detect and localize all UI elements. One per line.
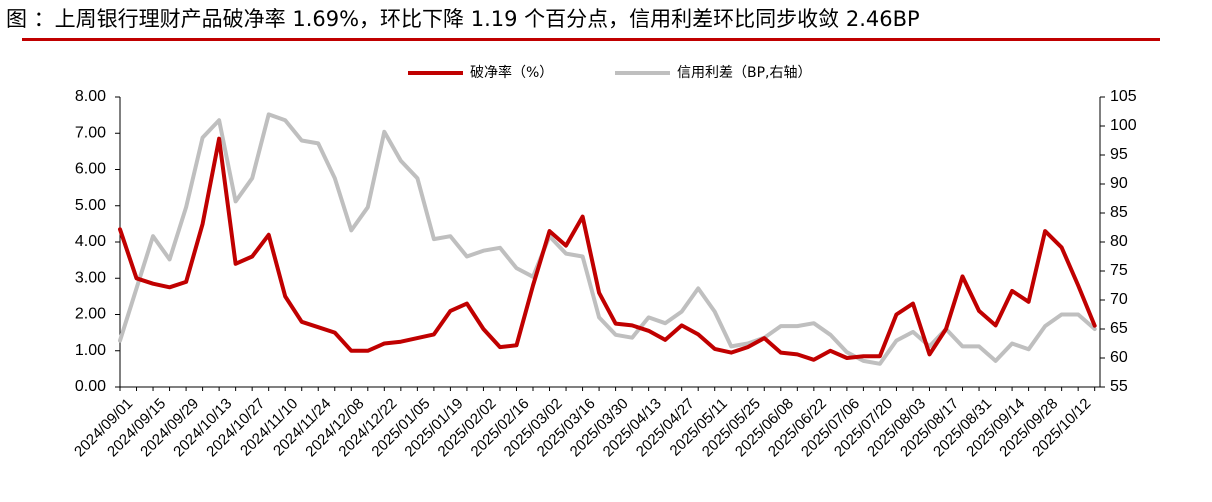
- line-series: [118, 112, 1097, 366]
- y2-tick-label: 60: [1110, 349, 1128, 366]
- y2-tick-label: 105: [1110, 88, 1137, 105]
- chart-title: 图 ：上周银行理财产品破净率 1.69%，环比下降 1.19 个百分点，信用利差…: [6, 7, 920, 31]
- y2-tick-label: 70: [1110, 291, 1128, 308]
- y2-tick-label: 85: [1110, 204, 1128, 221]
- line-series: [118, 136, 1097, 362]
- y2-tick-label: 100: [1110, 117, 1137, 134]
- title-rule: [22, 38, 1160, 41]
- y-tick-label: 6.00: [75, 161, 106, 178]
- legend-label: 信用利差（BP,右轴）: [677, 65, 812, 81]
- y2-tick-label: 65: [1110, 320, 1128, 337]
- y-tick-label: 5.00: [75, 197, 106, 214]
- legend-label: 破净率（%）: [470, 64, 553, 81]
- y-tick-label: 0.00: [75, 378, 106, 395]
- y-tick-label: 2.00: [75, 306, 106, 323]
- y-tick-label: 3.00: [75, 269, 106, 286]
- y-tick-label: 7.00: [75, 124, 106, 141]
- y-tick-label: 8.00: [75, 88, 106, 105]
- y2-tick-label: 55: [1110, 378, 1128, 395]
- y-tick-label: 4.00: [75, 233, 106, 250]
- y2-tick-label: 95: [1110, 146, 1128, 163]
- y2-tick-label: 80: [1110, 233, 1128, 250]
- y2-tick-label: 90: [1110, 175, 1128, 192]
- y-tick-label: 1.00: [75, 342, 106, 359]
- y2-tick-label: 75: [1110, 262, 1128, 279]
